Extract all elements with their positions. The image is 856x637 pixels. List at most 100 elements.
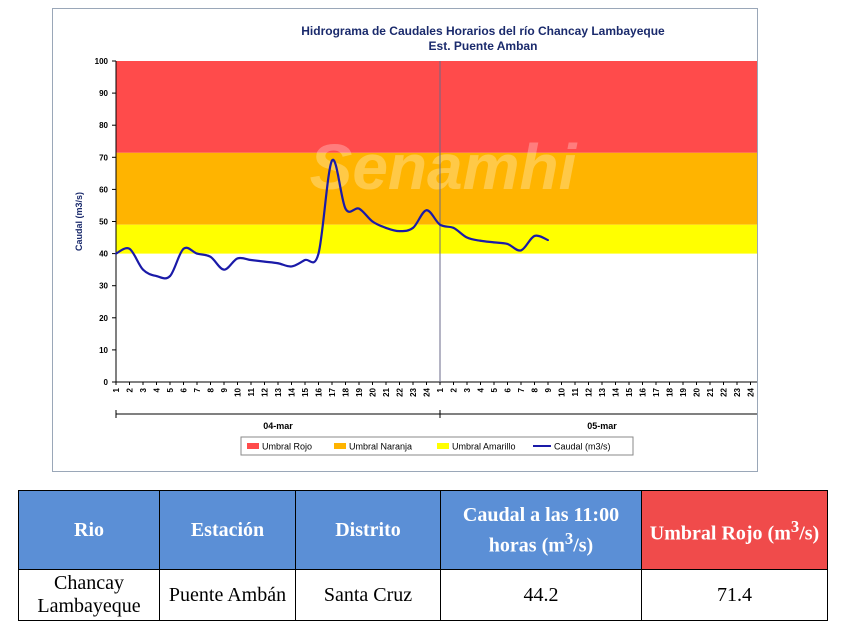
series-caudal-point [196, 252, 198, 255]
x-tick-label: 17 [328, 387, 337, 396]
series-caudal-point [250, 259, 252, 262]
x-tick-label: 20 [369, 387, 378, 396]
x-tick-label: 4 [153, 387, 162, 392]
x-tick-label: 18 [342, 387, 351, 396]
header-caudal: Caudal a las 11:00 horas (m3/s) [440, 490, 642, 570]
y-axis-label: Caudal (m3/s) [74, 192, 84, 251]
y-tick-label: 80 [99, 121, 108, 130]
x-tick-label: 14 [612, 387, 621, 396]
x-tick-label: 21 [706, 387, 715, 396]
day-label: 05-mar [587, 421, 617, 431]
x-tick-label: 6 [504, 387, 513, 392]
x-tick-label: 1 [112, 387, 121, 392]
series-caudal-point [290, 265, 293, 268]
y-tick-label: 70 [99, 153, 108, 162]
series-caudal-point [331, 159, 333, 162]
x-tick-label: 16 [315, 387, 324, 396]
series-caudal-point [412, 226, 414, 229]
series-caudal-point [358, 207, 360, 210]
series-caudal-point [155, 275, 158, 278]
series-caudal-point [277, 262, 279, 265]
legend-swatch [334, 443, 346, 449]
legend-label: Umbral Rojo [262, 442, 312, 452]
x-tick-label: 5 [490, 387, 499, 392]
x-tick-label: 8 [207, 387, 216, 392]
chart-title: Hidrograma de Caudales Horarios del río … [301, 24, 665, 38]
series-caudal-point [520, 249, 522, 252]
header-umbral-sup: 3 [790, 516, 800, 536]
y-tick-label: 40 [99, 250, 108, 259]
x-tick-label: 22 [720, 387, 729, 396]
cell-distrito: Santa Cruz [295, 569, 441, 621]
y-tick-label: 30 [99, 282, 108, 291]
x-tick-label: 23 [733, 387, 742, 396]
series-caudal-point [479, 239, 482, 242]
series-caudal-point [223, 268, 225, 271]
x-tick-label: 3 [463, 387, 472, 392]
y-tick-label: 60 [99, 185, 108, 194]
y-tick-label: 100 [95, 57, 109, 66]
x-tick-label: 3 [139, 387, 148, 392]
cell-umbral: 71.4 [641, 569, 828, 621]
header-estacion: Estación [159, 490, 296, 570]
band-umbral-rojo [116, 61, 757, 153]
series-caudal-point [317, 252, 320, 255]
x-tick-label: 20 [693, 387, 702, 396]
x-tick-label: 9 [220, 387, 229, 392]
y-tick-label: 90 [99, 89, 108, 98]
series-caudal-point [344, 207, 347, 210]
x-tick-label: 14 [288, 387, 297, 396]
x-tick-label: 9 [544, 387, 553, 392]
x-tick-label: 16 [639, 387, 648, 396]
x-tick-label: 6 [180, 387, 189, 392]
x-tick-label: 22 [396, 387, 405, 396]
series-caudal-point [385, 226, 387, 229]
series-caudal-point [506, 242, 509, 245]
series-caudal-point [115, 252, 117, 255]
cell-rio: Chancay Lambayeque [18, 569, 160, 621]
x-tick-label: 13 [598, 387, 607, 396]
band-umbral-amarillo [116, 224, 757, 254]
x-tick-label: 2 [126, 387, 135, 392]
series-caudal-point [371, 220, 374, 223]
x-tick-label: 15 [301, 387, 310, 396]
x-tick-label: 4 [477, 387, 486, 392]
x-tick-label: 11 [571, 387, 580, 396]
series-caudal-point [439, 223, 441, 226]
series-caudal-point [493, 241, 495, 244]
x-tick-label: 11 [247, 387, 256, 396]
legend-swatch [247, 443, 259, 449]
series-caudal-point [236, 257, 239, 260]
series-caudal-point [128, 247, 131, 250]
x-tick-label: 7 [193, 387, 202, 392]
hydrograph-chart: Hidrograma de Caudales Horarios del río … [74, 24, 757, 456]
y-tick-label: 0 [104, 378, 109, 387]
series-caudal-point [142, 268, 144, 271]
y-tick-label: 10 [99, 346, 108, 355]
series-caudal-point [466, 236, 468, 239]
cell-caudal: 44.2 [440, 569, 642, 621]
x-tick-label: 17 [652, 387, 661, 396]
x-tick-label: 2 [450, 387, 459, 392]
x-tick-label: 10 [558, 387, 567, 396]
x-tick-label: 13 [274, 387, 283, 396]
header-caudal-unit: /s) [573, 534, 594, 557]
series-caudal-point [169, 275, 171, 278]
x-tick-label: 10 [234, 387, 243, 396]
series-caudal-point [182, 247, 185, 250]
x-tick-label: 23 [409, 387, 418, 396]
x-tick-label: 19 [355, 387, 364, 396]
y-tick-label: 20 [99, 314, 108, 323]
series-caudal-point [209, 255, 212, 258]
x-tick-label: 1 [436, 387, 445, 392]
x-tick-label: 12 [585, 387, 594, 396]
x-tick-label: 24 [747, 387, 756, 396]
x-tick-label: 8 [531, 387, 540, 392]
watermark: Senamhi [310, 131, 578, 203]
band-umbral-naranja [116, 152, 757, 225]
y-tick-label: 50 [99, 218, 108, 227]
table-header-row: Rio Estación Distrito Caudal a las 11:00… [18, 490, 828, 570]
header-umbral-text: Umbral Rojo (m [649, 522, 791, 545]
series-caudal-point [547, 239, 549, 242]
header-umbral-rojo: Umbral Rojo (m3/s) [641, 490, 828, 570]
